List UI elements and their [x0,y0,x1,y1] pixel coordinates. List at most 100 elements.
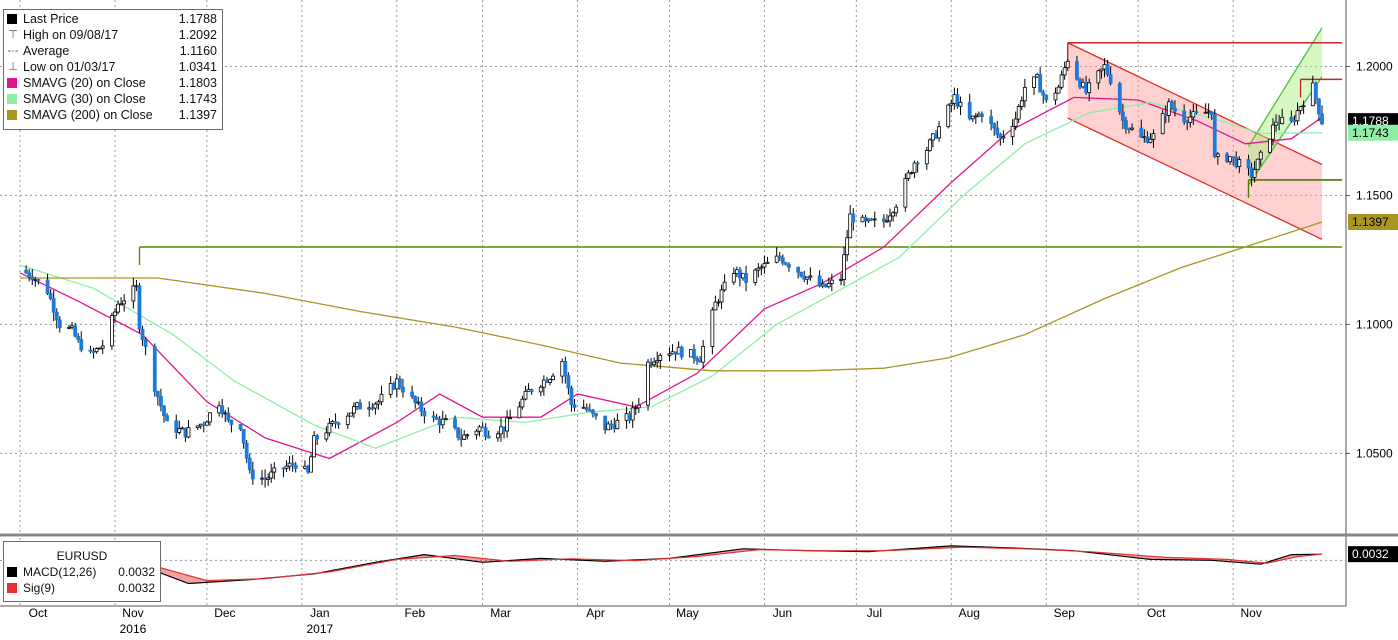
candle-down [915,162,920,165]
candle-up [826,283,831,288]
candle-up [195,425,200,428]
candle-up [756,267,761,271]
candle-down [250,469,255,480]
candle-up [652,361,657,366]
candle-up [1258,151,1263,160]
legend-row: ⊤ High on 09/08/17 1.2092 [4,27,222,43]
candle-down [673,351,678,355]
candle-up [272,467,277,473]
channel-upper-line [1067,42,1323,166]
candle-up [1295,110,1300,122]
legend-value: 1.1160 [179,44,217,58]
y-tick-label: 1.1000 [1356,317,1393,331]
candle-up [327,422,332,434]
trend-channel [1067,42,1322,240]
candle-down [603,415,608,431]
candle-up [866,218,871,222]
sig-value: 0.0032 [118,581,155,595]
candle-down [36,278,41,281]
x-month-label: Jul [867,606,882,620]
price-legend: Last Price 1.1788 ⊤ High on 09/08/17 1.2092-… [3,9,223,130]
channel-lower-line [1067,117,1323,240]
x-month-label: Mar [490,606,511,620]
candle-down [590,409,595,414]
candle-up [1142,136,1147,139]
candle-down [459,437,464,440]
y-tick-label: 1.1500 [1356,188,1393,202]
candle-down [226,412,231,421]
candle-up [477,426,482,432]
candle-up [1081,81,1085,88]
candle-down [569,387,574,406]
candle-up [1206,111,1211,114]
candle-down [1246,159,1251,169]
candle-up [1280,116,1285,125]
candle-up [713,301,718,311]
candle-up [820,283,825,287]
legend-row: SMAVG (20) on Close 1.1803 [4,75,222,91]
candle-down [155,390,160,397]
candle-up [560,360,565,377]
candle-up [722,281,727,291]
x-month-label: Oct [29,606,48,620]
candle-up [774,255,779,263]
candle-down [823,283,828,288]
candle-up [1274,121,1278,126]
candle-down [401,386,405,393]
candle-down [572,404,577,408]
x-month-label: Nov [122,606,143,620]
legend-label: SMAVG (20) on Close [23,76,146,90]
candle-up [1001,136,1006,139]
candle-up [94,348,99,353]
candle-down [1249,167,1254,178]
macd-panel [0,545,1346,585]
candle-up [1022,87,1027,102]
candle-up [888,215,892,222]
candle-down [137,285,142,330]
candle-up [517,406,522,419]
candle-up [70,325,74,328]
candle-up [548,379,552,383]
candle-up [1010,125,1015,138]
legend-label: Low on 01/03/17 [23,60,116,74]
candle-down [612,424,617,430]
candle-up [324,432,329,440]
candle-down [413,396,418,403]
candle-up [33,278,38,281]
candle-up [710,309,715,347]
candle-down [1145,136,1150,143]
candle-down [698,360,703,363]
candle-down [336,422,341,425]
candle-down [1194,111,1199,114]
candle-up [520,398,525,408]
candle-up [177,428,182,433]
candle-down [48,293,53,300]
candle-up [1215,153,1220,157]
candle-down [201,423,206,426]
candle-down [787,264,791,268]
candle-up [970,115,975,120]
candle-down [934,133,938,139]
candle-down [410,391,415,397]
sig-label: Sig(9) [23,581,56,595]
candle-up [734,269,739,274]
candle-up [465,434,470,437]
high-marker-icon: ⊤ [8,29,18,41]
candle-up [1191,111,1196,118]
candle-down [529,389,534,393]
candle-down [1117,83,1122,113]
candle-down [998,133,1003,139]
candle-up [952,94,957,104]
candle-down [263,477,267,480]
candle-up [1053,92,1058,101]
candle-up [1298,106,1303,112]
candle-up [615,419,620,430]
price-label-text: 1.1743 [1352,126,1389,140]
low-marker-icon: ⊥ [8,61,18,73]
candle-up [134,285,139,288]
candle-up [523,390,528,400]
candle-down [695,357,699,361]
price-label-box [1348,124,1398,141]
candle-down [1127,128,1131,131]
candle-down [863,216,868,222]
